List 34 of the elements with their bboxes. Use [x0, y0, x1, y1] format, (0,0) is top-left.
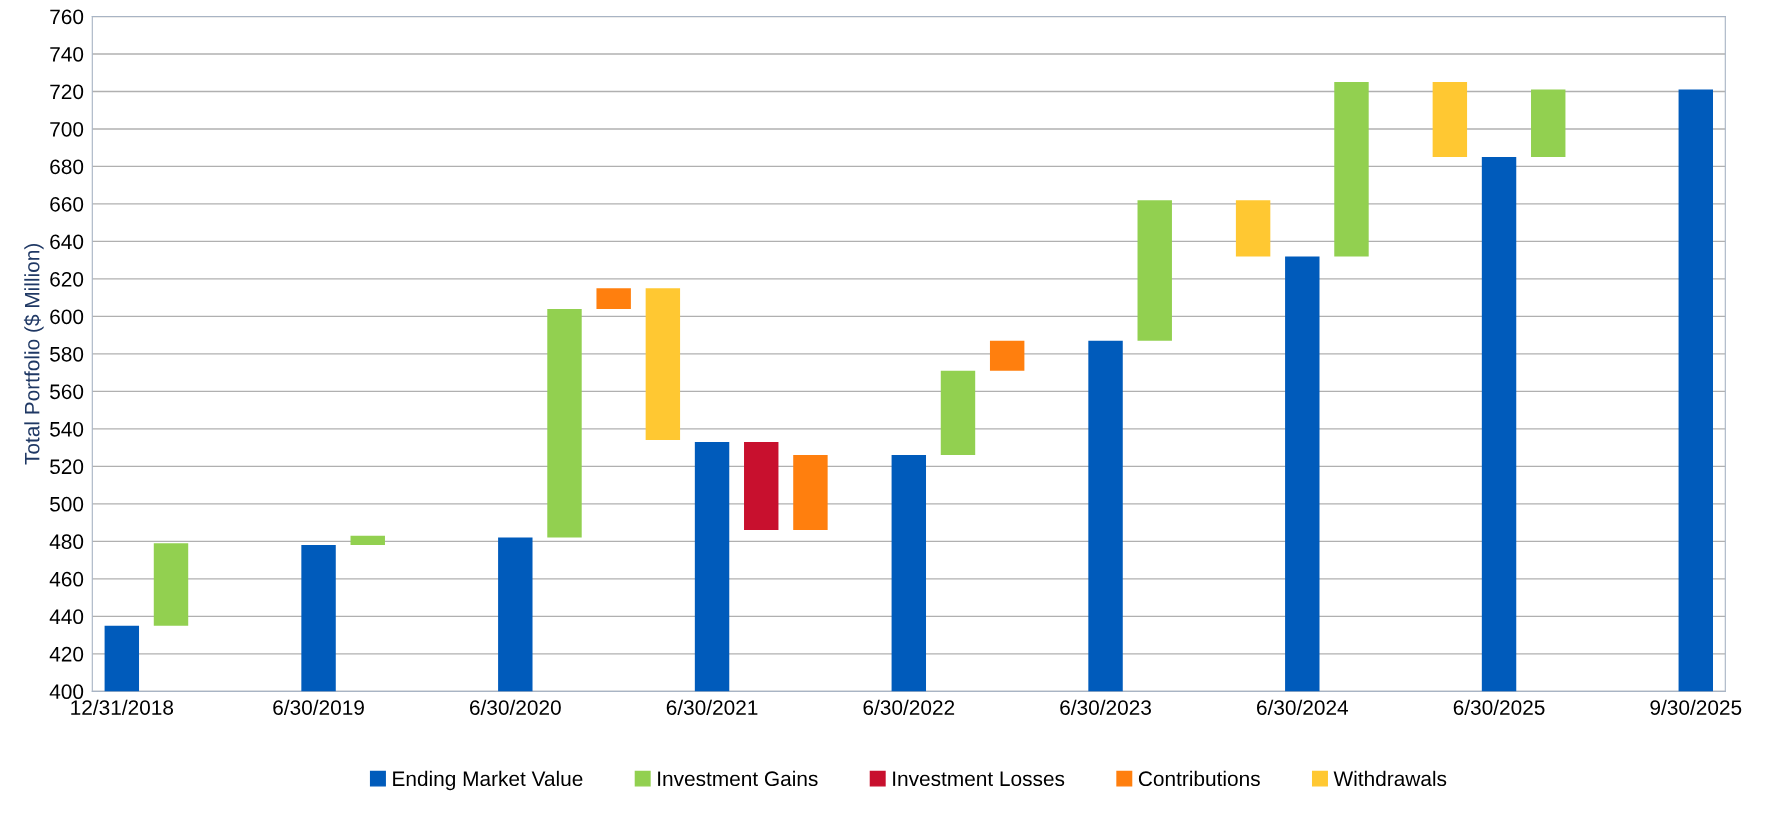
y-tick-label: 740	[50, 46, 84, 62]
y-tick-label: 680	[50, 159, 84, 175]
y-tick-label: 440	[49, 609, 84, 625]
y-tick-label: 420	[49, 646, 84, 662]
legend-label: Contributions	[1138, 770, 1260, 787]
x-tick-label: 6/30/2024	[1257, 699, 1349, 715]
y-tick-label: 760	[50, 9, 84, 25]
y-tick-label: 580	[50, 346, 84, 362]
y-tick-label: 400	[49, 684, 84, 700]
y-tick-label: 720	[50, 84, 84, 100]
y-tick-label: 500	[50, 496, 84, 512]
x-tick-label: 6/30/2020	[470, 699, 561, 715]
y-tick-label: 700	[50, 121, 84, 137]
y-tick-label: 520	[50, 459, 84, 475]
y-tick-label: 460	[49, 571, 84, 587]
x-tick-label: 9/30/2025	[1650, 699, 1742, 715]
y-tick-label: 600	[50, 309, 84, 325]
y-tick-label: 480	[49, 534, 84, 550]
x-tick-label: 6/30/2022	[863, 699, 955, 715]
y-tick-label: 620	[50, 271, 84, 287]
y-tick-label: 540	[50, 421, 84, 437]
y-tick-label: 560	[50, 384, 84, 400]
y-tick-label: 640	[50, 234, 84, 250]
legend-label: Investment Losses	[893, 771, 1065, 787]
x-tick-label: 12/31/2018	[71, 699, 174, 715]
legend-label: Withdrawals	[1333, 770, 1447, 787]
x-tick-label: 6/30/2025	[1453, 699, 1545, 715]
x-tick-label: 6/30/2021	[666, 699, 758, 715]
legend-label: Ending Market Value	[393, 770, 583, 791]
y-axis-title: Total Portfolio ($ Million)	[23, 244, 44, 465]
y-tick-label: 660	[50, 196, 84, 212]
x-tick-label: 6/30/2023	[1060, 699, 1151, 715]
x-tick-label: 6/30/2019	[273, 699, 364, 715]
legend-label: Investment Gains	[658, 770, 818, 787]
